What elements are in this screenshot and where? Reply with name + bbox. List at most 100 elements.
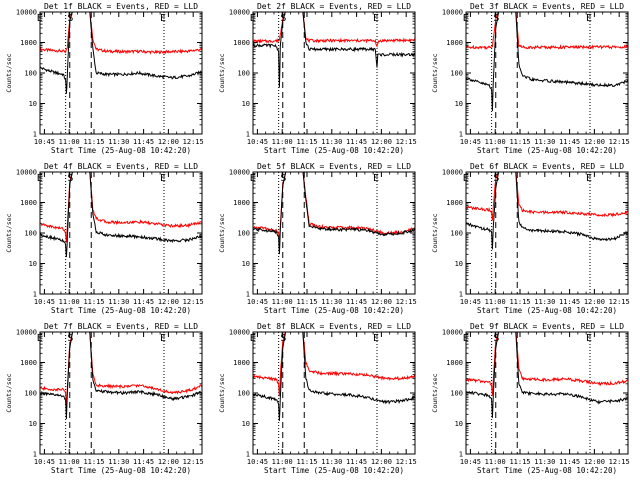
event-marker-s: S	[67, 333, 73, 344]
y-tick-label: 10000	[16, 329, 37, 337]
series-line-events	[253, 332, 415, 421]
x-tick-label: 12:15	[396, 138, 417, 146]
event-marker-e: E	[373, 13, 379, 24]
plot-frame	[39, 171, 203, 295]
series-line-lld	[466, 12, 628, 50]
y-tick-label: 1	[33, 451, 37, 459]
plot-frame	[465, 171, 629, 295]
y-tick-label: 1000	[446, 359, 463, 367]
plot-frame	[252, 171, 416, 295]
y-tick-label: 1000	[20, 199, 37, 207]
y-tick-label: 100	[24, 230, 37, 238]
x-axis-label: Start Time (25-Aug-08 10:42:20)	[51, 306, 191, 315]
x-tick-label: 11:15	[83, 458, 104, 466]
event-marker-s: S	[493, 333, 499, 344]
event-marker-e: E	[586, 173, 592, 184]
chart-det3: Det 3f BLACK = Events, RED = LLD Counts/s…	[431, 2, 630, 155]
x-tick-label: 11:15	[83, 298, 104, 306]
x-tick-label: 11:30	[321, 458, 342, 466]
x-tick-label: 12:15	[183, 458, 204, 466]
x-tick-label: 12:00	[584, 298, 605, 306]
chart-title: Det 4f BLACK = Events, RED = LLD	[44, 162, 198, 171]
y-tick-label: 1000	[233, 199, 250, 207]
series-line-lld	[40, 12, 202, 55]
series-group	[466, 332, 628, 418]
y-tick-label: 10	[242, 100, 250, 108]
x-tick-label: 10:45	[460, 138, 481, 146]
x-axis-label: Start Time (25-Aug-08 10:42:20)	[264, 466, 404, 475]
x-tick-label: 11:00	[485, 458, 506, 466]
y-tick-label: 10000	[442, 169, 463, 177]
y-tick-label: 1000	[20, 359, 37, 367]
y-tick-label: 10	[455, 420, 463, 428]
y-axis-label: Counts/sec	[218, 53, 226, 92]
plot-frame	[252, 11, 416, 135]
x-tick-label: 10:45	[460, 298, 481, 306]
plot-frame	[252, 331, 416, 455]
x-tick-label: 11:00	[272, 458, 293, 466]
y-tick-label: 100	[450, 70, 463, 78]
series-group	[40, 12, 202, 94]
y-tick-label: 10000	[16, 169, 37, 177]
y-axis-label: Counts/sec	[5, 213, 13, 252]
x-axis-label: Start Time (25-Aug-08 10:42:20)	[51, 146, 191, 155]
series-line-events	[253, 172, 415, 255]
x-tick-label: 11:30	[108, 138, 129, 146]
series-group	[40, 332, 202, 420]
x-tick-label: 12:15	[183, 138, 204, 146]
x-tick-label: 11:45	[559, 458, 580, 466]
y-tick-label: 1000	[233, 359, 250, 367]
plot-frame	[465, 11, 629, 135]
x-tick-label: 11:30	[534, 458, 555, 466]
y-tick-label: 10	[29, 420, 37, 428]
chart-det7: Det 7f BLACK = Events, RED = LLD Counts/s…	[5, 322, 204, 475]
event-marker-e: E	[160, 173, 166, 184]
x-tick-label: 10:45	[460, 458, 481, 466]
x-tick-label: 10:45	[34, 458, 55, 466]
y-tick-label: 100	[24, 390, 37, 398]
x-tick-label: 12:00	[371, 138, 392, 146]
event-marker-e: E	[586, 13, 592, 24]
x-tick-label: 11:45	[133, 138, 154, 146]
series-line-lld	[253, 332, 415, 397]
chart-title: Det 2f BLACK = Events, RED = LLD	[257, 2, 411, 11]
y-tick-label: 1000	[446, 39, 463, 47]
x-tick-label: 11:30	[534, 138, 555, 146]
plot-frame	[39, 331, 203, 455]
y-axis-label: Counts/sec	[5, 53, 13, 92]
chart-title: Det 1f BLACK = Events, RED = LLD	[44, 2, 198, 11]
chart-title: Det 9f BLACK = Events, RED = LLD	[470, 322, 624, 331]
y-tick-label: 1	[459, 291, 463, 299]
series-group	[40, 172, 202, 258]
x-axis-label: Start Time (25-Aug-08 10:42:20)	[477, 466, 617, 475]
series-line-lld	[466, 332, 628, 396]
chart-det1: Det 1f BLACK = Events, RED = LLD Counts/s…	[5, 2, 204, 155]
y-tick-label: 1	[246, 451, 250, 459]
x-tick-label: 11:00	[272, 298, 293, 306]
y-axis-label: Counts/sec	[431, 53, 439, 92]
x-tick-label: 11:15	[509, 458, 530, 466]
chart-title: Det 5f BLACK = Events, RED = LLD	[257, 162, 411, 171]
x-tick-label: 12:00	[371, 458, 392, 466]
x-axis-label: Start Time (25-Aug-08 10:42:20)	[264, 146, 404, 155]
event-marker-e: E	[373, 333, 379, 344]
x-tick-label: 11:00	[59, 458, 80, 466]
event-marker-s: S	[493, 13, 499, 24]
chart-title: Det 3f BLACK = Events, RED = LLD	[470, 2, 624, 11]
y-tick-label: 1	[33, 291, 37, 299]
x-tick-label: 12:15	[609, 298, 630, 306]
x-tick-label: 11:15	[509, 138, 530, 146]
y-tick-label: 10000	[229, 9, 250, 17]
y-tick-label: 100	[237, 70, 250, 78]
y-tick-label: 100	[237, 390, 250, 398]
x-tick-label: 10:45	[34, 298, 55, 306]
event-marker-s: S	[67, 13, 73, 24]
x-axis-label: Start Time (25-Aug-08 10:42:20)	[477, 306, 617, 315]
x-tick-label: 12:00	[158, 298, 179, 306]
series-line-events	[253, 12, 415, 88]
series-line-events	[40, 12, 202, 94]
x-tick-label: 11:15	[83, 138, 104, 146]
x-tick-label: 12:15	[609, 138, 630, 146]
series-group	[253, 332, 415, 421]
